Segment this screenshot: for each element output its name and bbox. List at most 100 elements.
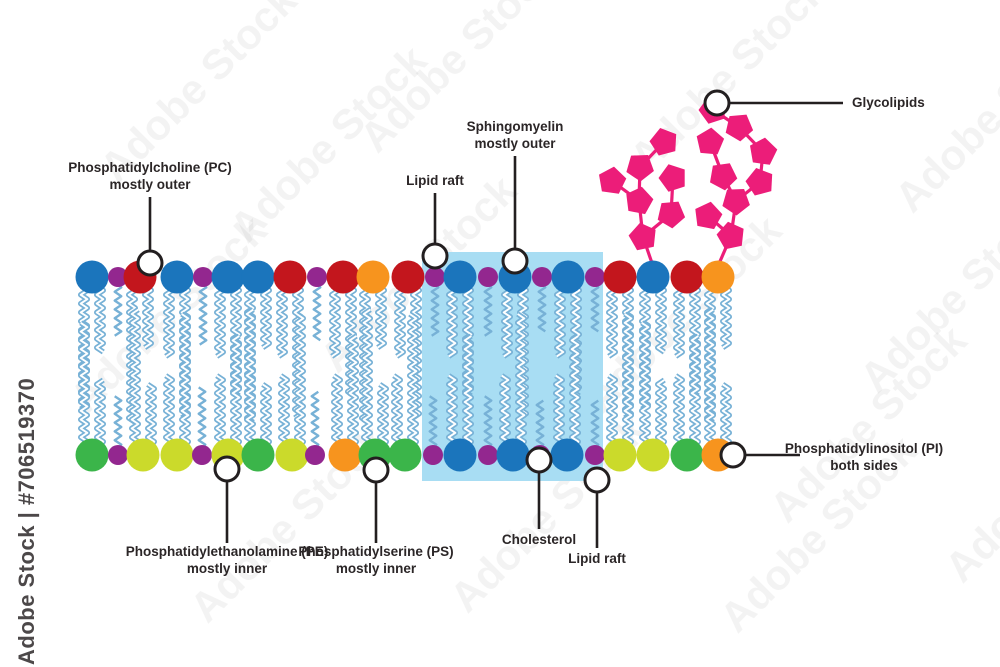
marker-circle-pe — [213, 455, 241, 483]
label-phosphatidylserine: Phosphatidylserine (PS) mostly inner — [298, 543, 453, 577]
label-cholesterol: Cholesterol — [502, 531, 576, 548]
marker-circle-lipid-raft-top — [421, 242, 449, 270]
lipid-tail-inner — [447, 285, 457, 358]
glycolipid-sugar — [696, 127, 725, 155]
lipid-tail-inner — [554, 374, 564, 447]
lipid-tail-inner — [656, 285, 666, 353]
cholesterol-tail — [197, 386, 207, 450]
lipid-head-red-outer — [603, 260, 637, 294]
lipid-head-orange-outer — [701, 260, 735, 294]
label-line: Glycolipids — [852, 95, 925, 110]
glycolipids-layer — [599, 96, 778, 267]
cholesterol-tail — [590, 282, 600, 333]
lipid-head-yellow-inner — [636, 438, 670, 472]
lipid-head-purple-inner — [585, 445, 605, 465]
lipid-head-orange-outer — [356, 260, 390, 294]
label-line: mostly inner — [186, 561, 268, 576]
lipid-head-yellow-inner — [275, 438, 309, 472]
cholesterol-tail — [113, 282, 123, 337]
lipid-head-purple-outer — [425, 267, 445, 287]
lipid-tail-inner — [143, 285, 153, 349]
cholesterol-tail — [310, 390, 320, 450]
marker-circle-sphingomyelin — [501, 247, 529, 275]
label-line: Phosphatidylcholine (PC) — [68, 160, 232, 175]
lipid-tail-inner — [378, 383, 388, 447]
marker-circle-lipid-raft-bottom — [583, 466, 611, 494]
lipid-head-blue-outer — [636, 260, 670, 294]
lipid-tail-inner — [348, 335, 358, 447]
label-line: Sphingomyelin — [466, 119, 564, 134]
glycolipid-sugar — [725, 114, 754, 142]
glycolipid-sugar — [745, 168, 773, 196]
lipid-head-blue-outer — [443, 260, 477, 294]
lipid-heads-layer — [75, 260, 735, 472]
label-sphingomyelin: Sphingomyelin mostly outer — [467, 118, 564, 152]
label-line: mostly inner — [335, 561, 417, 576]
lipid-tail-inner — [607, 374, 617, 447]
label-phosphatidylinositol: Phosphatidylinositol (PI) both sides — [785, 440, 943, 474]
lipid-head-purple-inner — [423, 445, 443, 465]
lipid-tail-inner — [277, 285, 287, 358]
label-lipid-raft-top: Lipid raft — [406, 172, 464, 189]
lipid-tail-inner — [690, 335, 700, 447]
lipid-tail-inner — [164, 285, 174, 358]
label-glycolipids: Glycolipids — [852, 94, 925, 111]
lipid-head-purple-outer — [585, 267, 605, 287]
lipid-head-green-inner — [670, 438, 704, 472]
lipid-head-blue-inner — [496, 438, 530, 472]
label-line: both sides — [830, 458, 898, 473]
cholesterol-tail — [590, 399, 600, 450]
glycolipid-sugar — [599, 166, 627, 194]
lipid-tail-inner — [215, 374, 225, 447]
lipid-tail-inner — [330, 285, 340, 358]
lipid-head-yellow-inner — [160, 438, 194, 472]
lipid-tail-inner — [395, 285, 405, 358]
marker-circle-pi — [719, 441, 747, 469]
lipid-head-blue-inner — [550, 438, 584, 472]
lipid-head-blue-inner — [443, 438, 477, 472]
lipid-head-purple-inner — [478, 445, 498, 465]
glycolipid-sugar — [658, 164, 685, 192]
lipid-tail-inner — [705, 308, 715, 447]
glycolipid-sugar — [722, 189, 750, 216]
cholesterol-tail — [430, 282, 440, 337]
lipid-head-blue-outer — [551, 260, 585, 294]
cholesterol-tail — [198, 282, 208, 346]
lipid-head-purple-inner — [108, 445, 128, 465]
marker-circle-pc — [136, 249, 164, 277]
glycolipid-sugar — [695, 201, 723, 230]
lipid-tail-inner — [502, 285, 512, 358]
lipid-head-yellow-inner — [126, 438, 160, 472]
lipid-tail-inner — [261, 285, 271, 349]
lipid-tail-inner — [231, 335, 241, 447]
lipid-tail-inner — [376, 285, 386, 349]
glycolipid-sugar — [649, 128, 677, 156]
lipid-tail-inner — [130, 308, 140, 447]
label-line: Phosphatidylinositol (PI) — [784, 441, 944, 456]
cholesterol-tail — [113, 395, 123, 450]
lipid-tail-inner — [164, 374, 174, 447]
lipid-head-red-outer — [326, 260, 360, 294]
glycolipid-sugar — [628, 222, 656, 251]
lipid-head-purple-outer — [108, 267, 128, 287]
lipid-tail-inner — [261, 383, 271, 447]
lipid-head-blue-outer — [160, 260, 194, 294]
lipid-tail-inner — [215, 285, 225, 358]
glycolipid-sugar — [710, 163, 738, 191]
lipid-tail-inner — [392, 374, 402, 447]
cholesterol-tail — [312, 282, 322, 342]
label-lipid-raft-bottom: Lipid raft — [568, 550, 626, 567]
lipid-tail-inner — [95, 285, 105, 353]
marker-circle-glycolipids — [703, 89, 731, 117]
marker-circle-ps — [362, 456, 390, 484]
lipid-tail-inner — [674, 374, 684, 447]
lipid-tail-inner — [447, 374, 457, 447]
lipid-tail-inner — [79, 322, 89, 447]
lipid-head-purple-outer — [193, 267, 213, 287]
lipid-tail-inner — [570, 335, 580, 447]
lipid-tail-inner — [411, 285, 421, 419]
lipid-tail-inner — [500, 374, 510, 447]
lipid-head-red-outer — [391, 260, 425, 294]
